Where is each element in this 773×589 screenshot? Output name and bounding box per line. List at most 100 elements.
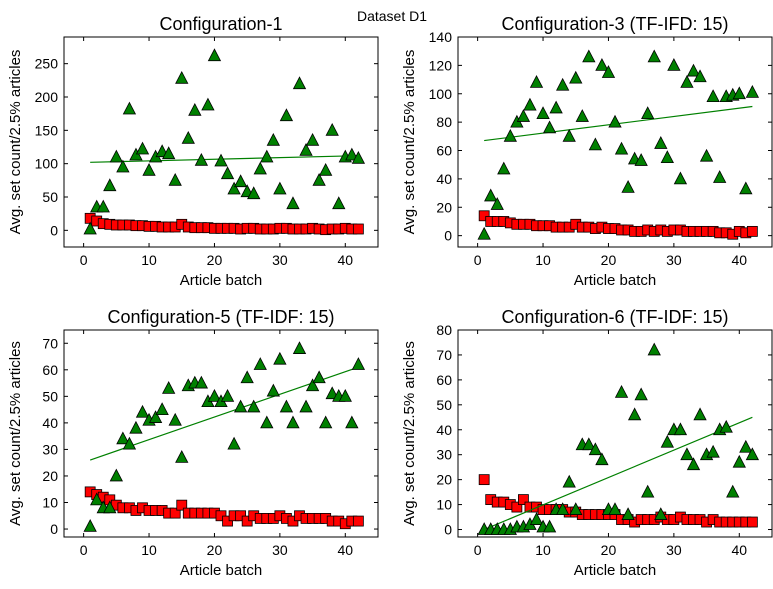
triangle-point (142, 162, 156, 176)
triangle-point (713, 170, 727, 183)
y-tick-label: 0 (444, 228, 452, 244)
x-axis-label: Article batch (574, 272, 657, 289)
triangle-point (233, 174, 248, 188)
triangle-point (739, 439, 753, 453)
triangle-point (175, 70, 189, 84)
y-tick-label: 100 (429, 86, 453, 102)
y-tick-label: 150 (35, 122, 59, 138)
triangle-point (569, 70, 583, 84)
x-tick-label: 0 (474, 252, 482, 268)
triangle-point (529, 512, 544, 525)
triangle-point (654, 136, 668, 149)
triangle-point (247, 399, 261, 413)
triangle-point (266, 383, 280, 397)
triangle-point (739, 181, 753, 195)
triangle-point (188, 102, 202, 116)
triangle-point (516, 109, 531, 122)
triangle-point (569, 502, 583, 515)
x-tick-label: 40 (338, 542, 354, 558)
triangle-point (266, 132, 280, 146)
x-tick-label: 30 (666, 542, 682, 558)
triangle-point (233, 399, 248, 413)
y-axis-label: Avg. set count/2.5% articles (7, 341, 24, 526)
plot-frame (63, 36, 379, 248)
triangle-point (582, 437, 596, 451)
triangle-point (207, 388, 222, 402)
triangle-point (582, 49, 596, 63)
y-tick-label: 30 (42, 441, 58, 457)
x-tick-label: 40 (732, 252, 748, 268)
triangle-point (673, 171, 688, 185)
triangle-point (325, 122, 339, 136)
triangle-point (96, 199, 110, 213)
triangle-point (260, 149, 274, 163)
triangle-point (286, 415, 300, 429)
y-tick-label: 40 (42, 415, 58, 431)
triangle-point (660, 150, 674, 164)
triangle-point (162, 381, 176, 394)
triangle-point (273, 181, 287, 195)
triangle-point (614, 141, 629, 155)
triangle-point (503, 128, 517, 142)
square-point (478, 210, 490, 222)
triangle-point (614, 384, 629, 398)
x-tick-label: 20 (601, 542, 617, 558)
y-axis-label: Avg. set count/2.5% articles (401, 50, 418, 235)
y-tick-label: 0 (444, 522, 452, 538)
square-point (478, 474, 490, 486)
triangle-point (641, 484, 655, 498)
triangle-point (595, 452, 609, 466)
triangle-point (175, 450, 189, 463)
plot-marks (477, 342, 760, 535)
triangle-point (634, 153, 648, 166)
triangle-point (220, 166, 235, 180)
triangle-point (109, 468, 123, 482)
y-axis-label: Avg. set count/2.5% articles (7, 50, 24, 235)
triangle-point (168, 412, 182, 426)
triangle-point (542, 120, 557, 134)
y-tick-label: 50 (42, 388, 58, 404)
y-tick-label: 60 (436, 143, 452, 159)
x-axis-label: Article batch (180, 562, 263, 579)
y-tick-label: 120 (429, 57, 453, 73)
triangle-point (575, 109, 589, 122)
x-tick-label: 0 (80, 252, 88, 268)
y-tick-label: 140 (429, 29, 453, 45)
square-point (746, 225, 758, 237)
triangle-point (477, 226, 491, 240)
y-tick-label: 200 (35, 89, 59, 105)
triangle-point (162, 146, 176, 160)
triangle-point (253, 161, 267, 175)
triangle-point (305, 132, 320, 146)
square-point (518, 494, 529, 505)
triangle-point (608, 114, 622, 128)
y-tick-label: 40 (436, 422, 452, 438)
square-point (352, 515, 364, 527)
plot-marks (477, 49, 760, 240)
triangle-point (135, 141, 150, 155)
y-tick-label: 70 (436, 347, 452, 363)
triangle-point (332, 196, 346, 210)
triangle-point (312, 370, 326, 384)
triangle-point (168, 172, 182, 186)
triangle-point (83, 221, 97, 235)
triangle-point (240, 370, 254, 384)
triangle-point (693, 407, 707, 421)
triangle-point (345, 147, 359, 161)
y-tick-label: 10 (436, 497, 452, 513)
x-tick-label: 20 (207, 542, 223, 558)
square-point (169, 507, 181, 519)
y-tick-label: 60 (42, 362, 58, 378)
triangle-point (103, 178, 117, 192)
triangle-point (497, 161, 511, 175)
triangle-point (273, 351, 287, 365)
triangle-point (745, 447, 760, 461)
triangle-point (260, 415, 274, 429)
panel-configuration-6: 0 10 20 30 40 0 10 20 30 40 50 60 70 80 Configuration-… (401, 307, 773, 579)
panel-configuration-1: 0 10 20 30 40 0 50 100 150 200 250 Configuration-1 A… (7, 14, 379, 289)
y-tick-label: 10 (42, 495, 58, 511)
triangle-point (523, 97, 537, 111)
triangle-point (621, 180, 635, 193)
triangle-point (647, 342, 661, 356)
